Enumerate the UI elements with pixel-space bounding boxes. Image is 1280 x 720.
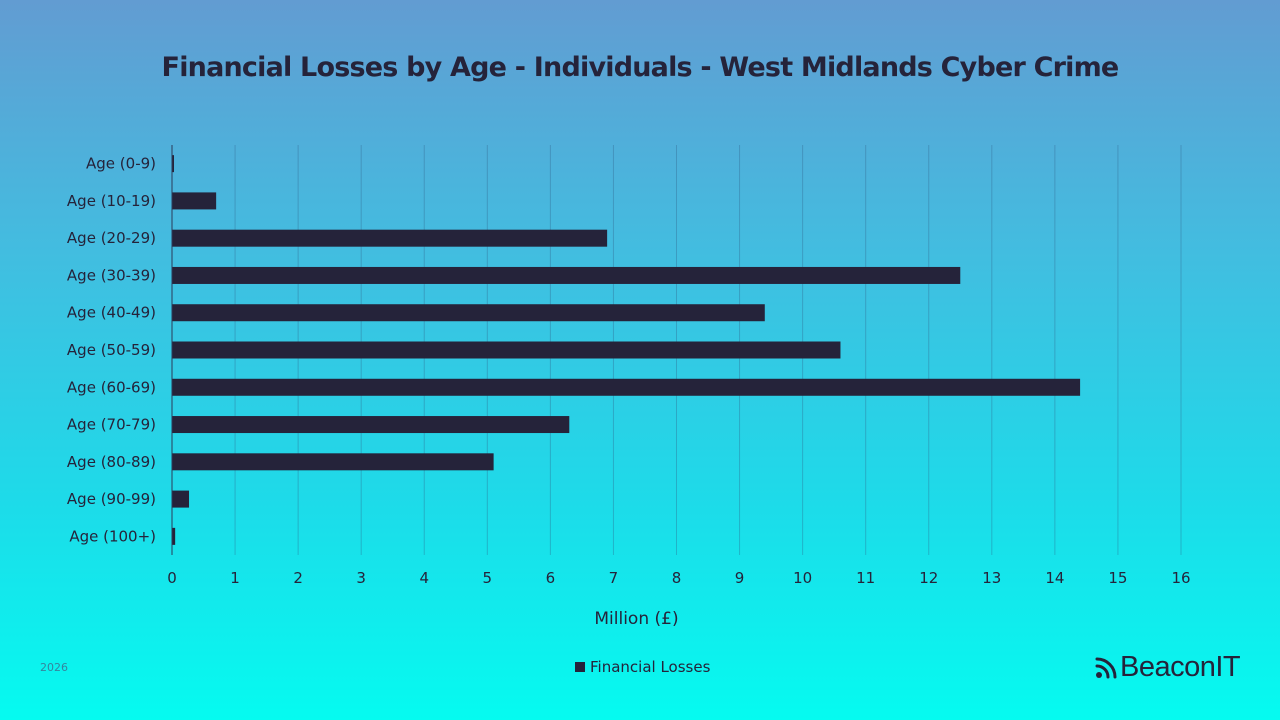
bar (172, 229, 608, 247)
category-label: Age (40-49) (67, 304, 156, 322)
x-tick-label: 1 (230, 569, 240, 587)
footer-year: 2026 (40, 661, 68, 674)
bar (172, 378, 1081, 396)
bar (172, 266, 961, 284)
x-tick-label: 13 (982, 569, 1001, 587)
rss-icon (1095, 657, 1117, 678)
x-tick-label: 14 (1045, 569, 1064, 587)
bar (172, 304, 765, 322)
brand-name: BeaconIT (1120, 651, 1241, 683)
x-tick-label: 15 (1108, 569, 1127, 587)
bar (172, 155, 174, 173)
x-tick-label: 4 (419, 569, 429, 587)
x-tick-label: 7 (609, 569, 619, 587)
x-tick-label: 16 (1171, 569, 1190, 587)
category-label: Age (50-59) (67, 341, 156, 359)
x-tick-label: 6 (546, 569, 556, 587)
x-tick-label: 9 (735, 569, 745, 587)
x-tick-label: 2 (293, 569, 303, 587)
chart-title: Financial Losses by Age - Individuals - … (161, 52, 1120, 83)
bar (172, 527, 176, 545)
category-label: Age (100+) (69, 527, 156, 545)
bar (172, 490, 190, 508)
x-tick-label: 12 (919, 569, 938, 587)
x-tick-label: 10 (793, 569, 812, 587)
category-label: Age (10-19) (67, 192, 156, 210)
bar (172, 453, 494, 471)
bar (172, 416, 570, 434)
tick-labels: 0 1 2 3 4 5 6 7 8 9 10 11 12 13 14 15 16 (167, 569, 1190, 587)
legend-swatch (575, 662, 585, 672)
x-tick-label: 3 (356, 569, 366, 587)
category-label: Age (90-99) (67, 490, 156, 508)
category-label: Age (30-39) (67, 266, 156, 284)
category-labels: Age (0-9) Age (10-19) Age (20-29) Age (30-3… (67, 155, 156, 546)
category-label: Age (80-89) (67, 453, 156, 471)
bar (172, 192, 217, 210)
x-tick-label: 11 (856, 569, 875, 587)
x-tick-label: 8 (672, 569, 682, 587)
x-tick-label: 0 (167, 569, 177, 587)
category-label: Age (0-9) (86, 155, 156, 173)
x-axis-title: Million (£) (594, 609, 678, 629)
brand-logo: BeaconIT (1094, 651, 1241, 684)
bars (172, 155, 1081, 545)
category-label: Age (60-69) (67, 378, 156, 396)
category-label: Age (70-79) (67, 416, 156, 434)
legend-label: Financial Losses (590, 658, 711, 676)
category-label: Age (20-29) (67, 229, 156, 247)
legend: Financial Losses (575, 658, 710, 676)
x-tick-label: 5 (483, 569, 493, 587)
bar (172, 341, 841, 359)
